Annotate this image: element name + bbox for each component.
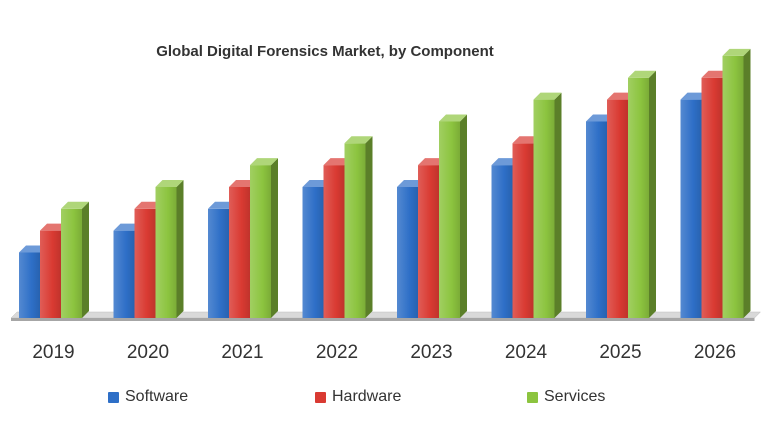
x-tick-label: 2024 xyxy=(505,342,548,363)
bar-services-2021 xyxy=(250,158,278,318)
legend-item-services[interactable]: Services xyxy=(527,388,605,406)
floor-edge xyxy=(11,318,755,321)
x-tick-label: 2026 xyxy=(694,342,736,363)
legend-item-hardware[interactable]: Hardware xyxy=(315,388,401,406)
bars-group xyxy=(19,48,751,319)
chart-title: Global Digital Forensics Market, by Comp… xyxy=(156,43,494,60)
legend-label-software: Software xyxy=(125,388,189,405)
bar-services-2022 xyxy=(344,136,373,318)
legend-label-hardware: Hardware xyxy=(332,388,402,405)
legend-swatch-services xyxy=(527,391,538,403)
bar-services-2026 xyxy=(722,48,751,319)
x-axis-ticks: 2019 2020 2021 2022 2023 2024 2025 2026 xyxy=(32,342,736,363)
bar-services-2023 xyxy=(439,114,467,318)
bar-services-2020 xyxy=(155,179,184,318)
x-tick-label: 2025 xyxy=(599,342,641,363)
legend-label-services: Services xyxy=(544,388,606,405)
legend-item-software[interactable]: Software xyxy=(108,388,188,406)
x-tick-label: 2022 xyxy=(316,342,358,363)
bar-services-2025 xyxy=(628,70,656,318)
x-tick-label: 2021 xyxy=(221,342,263,363)
bar-services-2019 xyxy=(61,201,89,318)
x-tick-label: 2020 xyxy=(127,342,169,363)
legend-swatch-hardware xyxy=(315,391,326,403)
x-tick-label: 2019 xyxy=(32,342,74,363)
x-tick-label: 2023 xyxy=(410,342,452,363)
legend-swatch-software xyxy=(108,391,119,403)
bar-services-2024 xyxy=(533,92,562,318)
legend: Software Hardware Services xyxy=(0,388,780,416)
